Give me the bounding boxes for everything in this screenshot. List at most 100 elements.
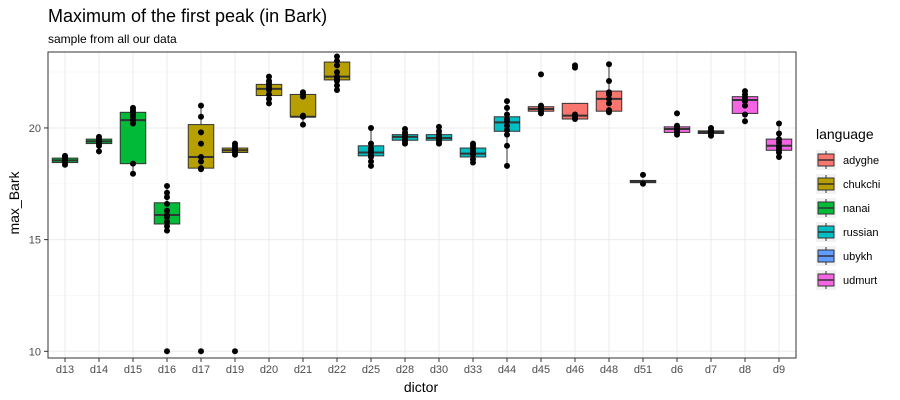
data-point xyxy=(232,140,238,147)
x-tick-label: d14 xyxy=(90,364,108,376)
data-point xyxy=(198,158,204,165)
data-point xyxy=(300,89,306,96)
data-point xyxy=(300,121,306,128)
data-point xyxy=(368,124,374,131)
data-point xyxy=(266,91,272,98)
data-point xyxy=(96,148,102,155)
data-point xyxy=(198,348,204,355)
data-point xyxy=(130,104,136,111)
box-d6 xyxy=(663,110,691,138)
x-tick-label: d16 xyxy=(158,364,176,376)
data-point xyxy=(164,194,170,201)
data-point xyxy=(504,111,510,118)
y-tick-label: 10 xyxy=(29,346,41,358)
legend-item-udmurt: udmurt xyxy=(816,270,877,290)
legend-item-russian: russian xyxy=(816,222,878,242)
data-point xyxy=(198,140,204,147)
data-point xyxy=(198,129,204,136)
data-point xyxy=(572,62,578,69)
data-point xyxy=(504,127,510,134)
legend-label: adyghe xyxy=(843,155,879,167)
data-point xyxy=(368,162,374,169)
data-point xyxy=(606,100,612,107)
box-d16 xyxy=(153,183,181,355)
data-point xyxy=(368,145,374,152)
data-point xyxy=(436,123,442,130)
x-tick-label: d21 xyxy=(294,364,312,376)
data-point xyxy=(606,89,612,96)
data-point xyxy=(266,78,272,85)
x-tick-label: d51 xyxy=(634,364,652,376)
x-tick-label: d28 xyxy=(396,364,414,376)
x-tick-label: d48 xyxy=(600,364,618,376)
legend-item-ubykh: ubykh xyxy=(816,246,872,266)
data-point xyxy=(606,78,612,85)
legend-item-adyghe: adyghe xyxy=(816,150,879,170)
data-point xyxy=(742,88,748,95)
data-point xyxy=(606,61,612,68)
y-tick-label: 20 xyxy=(29,123,41,135)
box-d45 xyxy=(527,71,555,117)
data-point xyxy=(266,95,272,102)
box-d44 xyxy=(493,98,521,169)
data-point xyxy=(334,69,340,76)
x-tick-label: d13 xyxy=(56,364,74,376)
data-point xyxy=(164,218,170,225)
x-tick-label: d19 xyxy=(226,364,244,376)
data-point xyxy=(164,348,170,355)
data-point xyxy=(504,104,510,111)
x-tick-label: d25 xyxy=(362,364,380,376)
legend-label: nanai xyxy=(843,203,870,215)
data-point xyxy=(164,189,170,196)
data-point xyxy=(742,118,748,125)
legend-label: chukchi xyxy=(843,179,880,191)
box-d9 xyxy=(765,120,793,160)
box-d17 xyxy=(187,102,215,355)
data-point xyxy=(776,136,782,143)
x-tick-label: d46 xyxy=(566,364,584,376)
data-point xyxy=(640,180,646,187)
x-axis-title: dictor xyxy=(404,379,439,395)
box-d21 xyxy=(289,89,317,128)
data-point xyxy=(334,53,340,60)
data-point xyxy=(62,152,68,159)
plot-panel-border xyxy=(47,51,797,359)
x-tick-label: d8 xyxy=(739,364,751,376)
data-point xyxy=(164,212,170,219)
legend-label: russian xyxy=(843,227,878,239)
box-d7 xyxy=(697,124,725,139)
box-d8 xyxy=(731,88,759,125)
data-point xyxy=(776,130,782,137)
data-point xyxy=(436,128,442,135)
box-d14 xyxy=(85,133,113,155)
data-point xyxy=(164,207,170,214)
legend-item-chukchi: chukchi xyxy=(816,174,880,194)
data-point xyxy=(606,95,612,102)
x-tick-label: d9 xyxy=(773,364,785,376)
data-point xyxy=(708,124,714,131)
data-point xyxy=(606,107,612,114)
legend-item-nanai: nanai xyxy=(816,198,870,218)
data-point xyxy=(164,183,170,190)
chart-title: Maximum of the first peak (in Bark) xyxy=(48,6,327,26)
data-point xyxy=(776,120,782,127)
x-axis-ticks: d13 d14 d15 d16 d17 d19 d20 d21 d22 d25 d28 d30 d33 d… xyxy=(56,358,785,376)
data-point xyxy=(504,162,510,169)
box-d22 xyxy=(323,53,351,93)
data-point xyxy=(300,112,306,119)
data-point xyxy=(130,160,136,167)
x-tick-label: d22 xyxy=(328,364,346,376)
chart-subtitle: sample from all our data xyxy=(48,32,177,46)
data-point xyxy=(198,113,204,120)
box-d20 xyxy=(255,73,283,107)
data-point xyxy=(504,142,510,149)
data-point xyxy=(470,156,476,163)
data-point xyxy=(538,71,544,78)
box-d19 xyxy=(221,140,249,355)
x-tick-label: d17 xyxy=(192,364,210,376)
data-point xyxy=(402,126,408,133)
data-point xyxy=(334,86,340,93)
box-series xyxy=(51,53,793,355)
box-d28 xyxy=(391,126,419,147)
data-point xyxy=(538,102,544,109)
